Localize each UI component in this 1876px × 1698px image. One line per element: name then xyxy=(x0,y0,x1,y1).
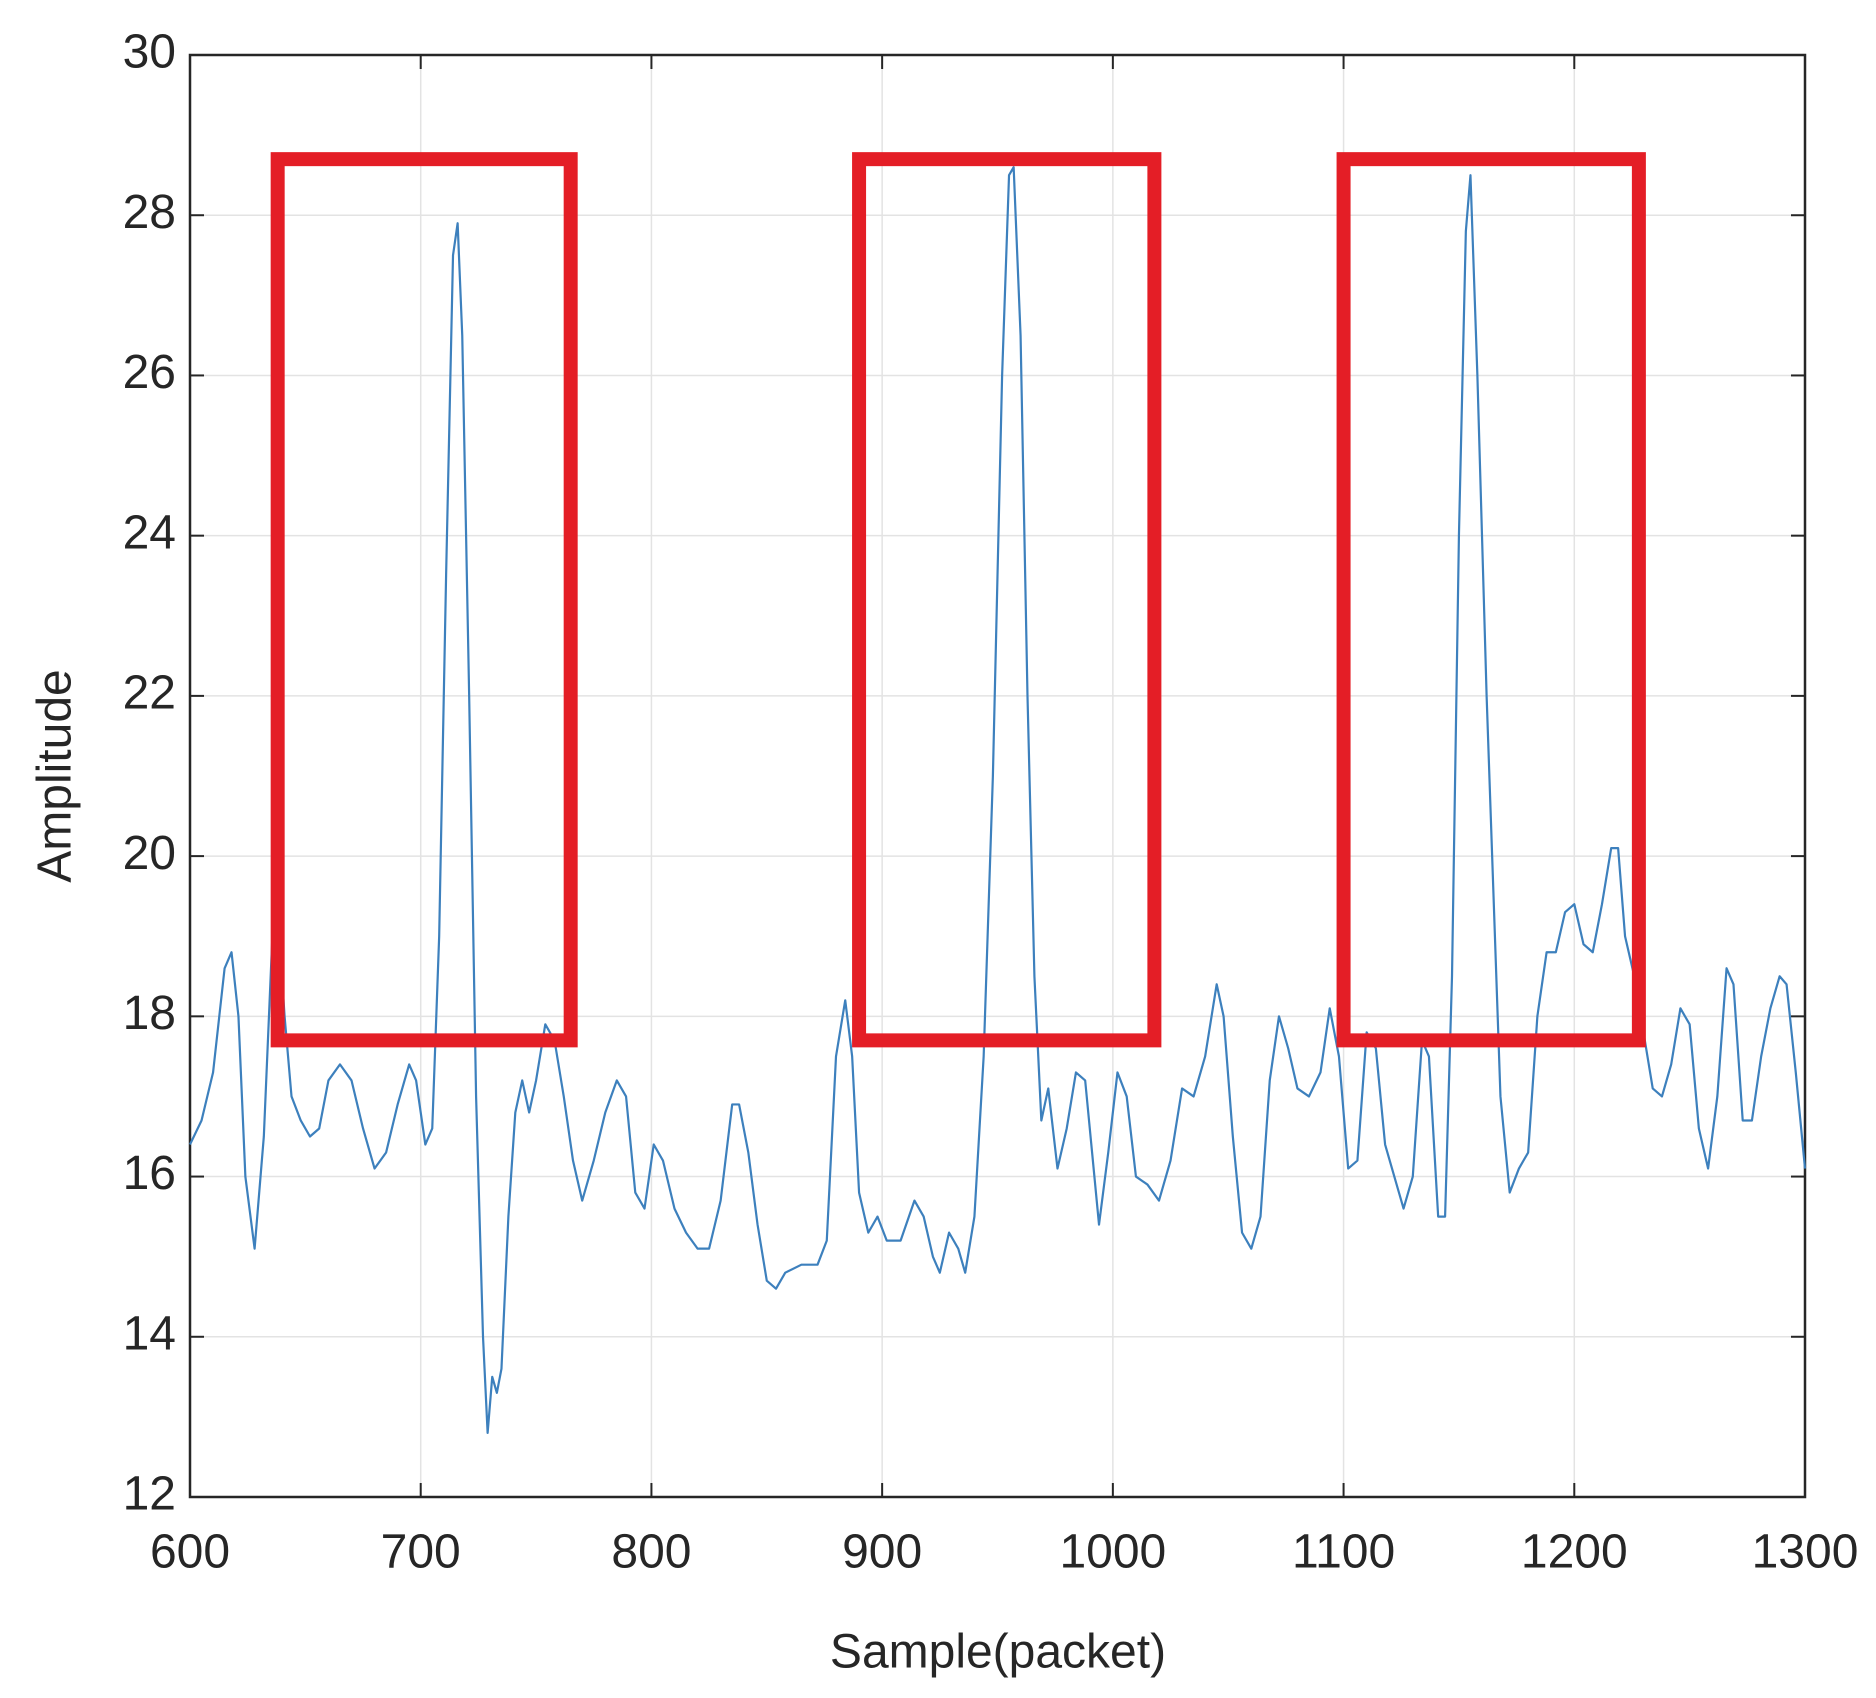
y-tick-label: 12 xyxy=(123,1468,176,1521)
plot-area xyxy=(190,55,1805,1497)
x-tick-label: 700 xyxy=(381,1526,461,1579)
x-tick-label: 1100 xyxy=(1292,1526,1395,1579)
x-tick-label: 1200 xyxy=(1521,1526,1628,1579)
y-tick-label: 20 xyxy=(123,827,176,880)
y-tick-label: 18 xyxy=(123,987,176,1040)
x-tick-label: 1300 xyxy=(1752,1526,1859,1579)
y-tick-label: 14 xyxy=(123,1307,176,1360)
y-tick-label: 16 xyxy=(123,1147,176,1200)
y-tick-label: 24 xyxy=(123,506,176,559)
x-axis-label: Sample(packet) xyxy=(830,1626,1166,1679)
y-axis-label: Amplitude xyxy=(29,669,82,882)
x-tick-label: 600 xyxy=(150,1526,230,1579)
x-tick-label: 800 xyxy=(611,1526,691,1579)
y-tick-label: 30 xyxy=(123,26,176,79)
y-tick-label: 26 xyxy=(123,346,176,399)
x-tick-label: 1000 xyxy=(1059,1526,1166,1579)
x-tick-label: 900 xyxy=(842,1526,922,1579)
plot-frame xyxy=(188,53,1807,1499)
y-tick-label: 28 xyxy=(123,186,176,239)
highlight-box xyxy=(1336,152,1646,1048)
y-tick-label: 22 xyxy=(123,667,176,720)
highlight-box xyxy=(852,152,1162,1048)
highlight-box xyxy=(270,152,578,1048)
